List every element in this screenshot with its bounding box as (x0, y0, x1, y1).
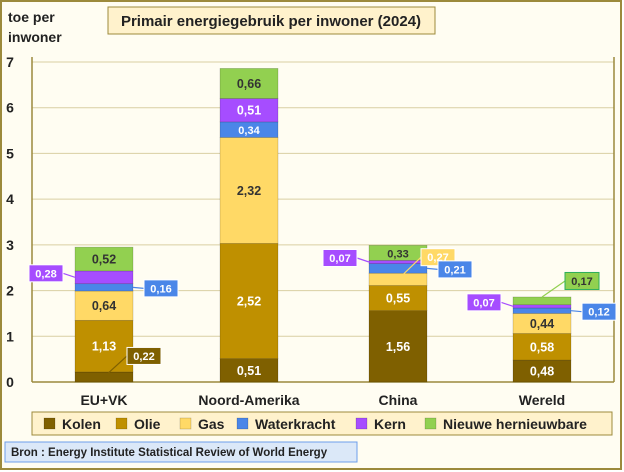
bar-segment-gas (368, 272, 428, 286)
callout-box (126, 346, 162, 365)
callout-box (466, 293, 502, 312)
bar-segment-olie (512, 333, 572, 361)
x-tick-label: Wereld (519, 392, 565, 408)
bar-segment-olie (368, 285, 428, 311)
source-text: Bron : Energy Institute Statistical Revi… (11, 447, 328, 459)
data-label: 1,56 (386, 340, 410, 354)
legend-label: Kern (374, 416, 406, 432)
bar-segment-kolen (368, 310, 428, 383)
data-label: 0,34 (238, 125, 260, 137)
y-tick-label: 4 (6, 191, 14, 207)
data-label: 0,16 (150, 283, 171, 295)
legend-swatch (179, 417, 192, 430)
source-box (4, 441, 358, 463)
callout-box (143, 279, 179, 298)
y-tick-label: 7 (6, 54, 14, 70)
data-label: 0,07 (329, 253, 350, 265)
callout-leader (426, 267, 439, 270)
legend-label: Nieuwe hernieuwbare (443, 416, 587, 432)
data-label: 0,51 (237, 104, 261, 118)
data-label: 0,44 (530, 317, 554, 331)
legend-swatch (115, 417, 128, 430)
x-tick-label: Noord-Amerika (198, 392, 299, 408)
data-label: 2,32 (237, 184, 261, 198)
y-axis-label-line1: toe per (8, 9, 55, 25)
callout-box (28, 264, 64, 283)
data-label: 0,64 (92, 299, 116, 313)
callout-leader (397, 256, 422, 280)
legend-swatch (43, 417, 56, 430)
x-tick-label: EU+VK (80, 392, 127, 408)
y-tick-label: 2 (6, 283, 14, 299)
data-label: 0,21 (444, 264, 465, 276)
legend-label: Waterkracht (255, 416, 336, 432)
callout-box (581, 302, 617, 321)
data-label: 0,17 (571, 276, 592, 288)
bar-segment-olie (219, 243, 279, 359)
bar-segment-gas (219, 137, 279, 244)
legend-label: Gas (198, 416, 225, 432)
callout-leader (541, 280, 566, 298)
bar-segment-waterkracht (74, 283, 134, 292)
legend-label: Olie (134, 416, 161, 432)
x-tick-label: China (379, 392, 418, 408)
y-tick-label: 6 (6, 100, 14, 116)
y-tick-label: 0 (6, 374, 14, 390)
y-tick-label: 3 (6, 237, 14, 253)
data-label: 0,66 (237, 77, 261, 91)
y-axis-label-line2: inwoner (8, 29, 62, 45)
callout-leader (356, 257, 370, 263)
y-tick-label: 1 (6, 328, 14, 344)
callout-leader (62, 272, 76, 278)
callout-box (437, 260, 473, 279)
bar-segment-nieuwe-hernieuwbare (74, 246, 134, 272)
data-label: 2,52 (237, 295, 261, 309)
data-label: 0,58 (530, 340, 554, 354)
data-label: 0,48 (530, 365, 554, 379)
callout-leader (500, 301, 514, 307)
bar-segment-olie (74, 319, 134, 373)
bar-segment-nieuwe-hernieuwbare (512, 296, 572, 306)
data-label: 0,55 (386, 292, 410, 306)
callout-box (322, 249, 358, 267)
data-label: 1,13 (92, 340, 116, 354)
legend-label: Kolen (62, 416, 101, 432)
bar-segment-nieuwe-hernieuwbare (219, 68, 279, 99)
data-label: 0,07 (473, 297, 494, 309)
bar-segment-kern (74, 270, 134, 285)
callout-leader (570, 310, 583, 313)
bar-segment-waterkracht (512, 307, 572, 314)
bar-segment-kern (368, 260, 428, 264)
callout-box (564, 271, 600, 290)
chart-title: Primair energiegebruik per inwoner (2024… (121, 13, 421, 30)
callout-leader (103, 355, 128, 378)
callout-leader (132, 286, 145, 289)
data-label: 0,28 (35, 268, 56, 280)
y-tick-label: 5 (6, 145, 14, 161)
legend (31, 411, 613, 436)
legend-swatch (355, 417, 368, 430)
data-label: 0,51 (237, 364, 261, 378)
data-label: 0,22 (133, 351, 154, 363)
legend-swatch (236, 417, 249, 430)
data-label: 0,52 (92, 253, 116, 267)
bar-segment-kern (512, 304, 572, 309)
bar-segment-gas (74, 290, 134, 321)
data-label: 0,33 (387, 248, 408, 260)
data-label: 0,12 (588, 307, 609, 319)
bar-segment-waterkracht (368, 263, 428, 274)
legend-swatch (424, 417, 437, 430)
title-box (107, 6, 436, 35)
